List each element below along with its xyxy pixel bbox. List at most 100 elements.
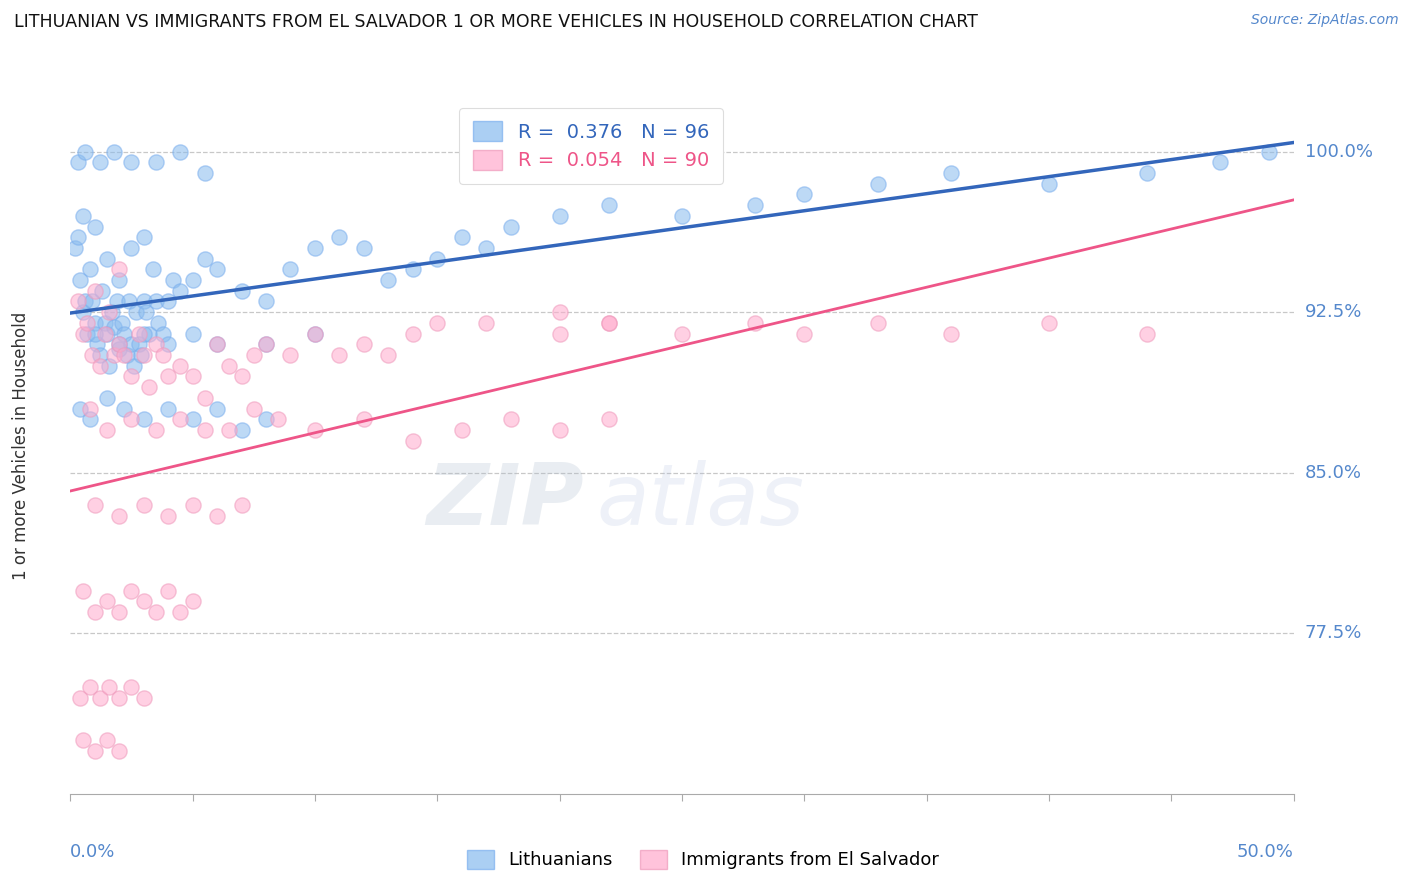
Point: [66, 294, 89, 309]
Point: [121, 583, 143, 598]
Point: [125, 305, 148, 319]
Point: [96, 423, 118, 437]
Point: [82, 348, 104, 362]
Point: [91, 284, 114, 298]
Point: [121, 241, 143, 255]
Point: [254, 294, 277, 309]
Point: [793, 326, 815, 341]
Point: [89, 348, 111, 362]
Point: [205, 401, 228, 416]
Point: [112, 401, 135, 416]
Point: [83, 498, 105, 512]
Point: [169, 359, 191, 373]
Point: [304, 423, 326, 437]
Point: [181, 594, 204, 608]
Point: [96, 391, 118, 405]
Point: [132, 326, 155, 341]
Point: [280, 348, 302, 362]
Point: [1209, 155, 1232, 169]
Point: [866, 316, 889, 330]
Point: [108, 337, 131, 351]
Point: [280, 262, 302, 277]
Point: [169, 145, 191, 159]
Text: 0.0%: 0.0%: [70, 843, 115, 861]
Point: [128, 326, 150, 341]
Point: [152, 326, 174, 341]
Point: [108, 262, 131, 277]
Point: [377, 348, 399, 362]
Point: [72, 305, 94, 319]
Point: [132, 412, 155, 426]
Point: [138, 380, 160, 394]
Point: [243, 348, 266, 362]
Text: 85.0%: 85.0%: [1305, 464, 1361, 482]
Point: [79, 262, 101, 277]
Point: [671, 326, 693, 341]
Legend: Lithuanians, Immigrants from El Salvador: Lithuanians, Immigrants from El Salvador: [458, 841, 948, 879]
Point: [83, 744, 105, 758]
Point: [426, 252, 449, 266]
Point: [231, 423, 253, 437]
Point: [103, 320, 125, 334]
Point: [72, 583, 94, 598]
Point: [89, 359, 111, 373]
Point: [194, 166, 217, 180]
Point: [82, 294, 104, 309]
Point: [72, 209, 94, 223]
Point: [138, 326, 160, 341]
Legend: R =  0.376   N = 96, R =  0.054   N = 90: R = 0.376 N = 96, R = 0.054 N = 90: [460, 108, 723, 184]
Point: [128, 337, 150, 351]
Point: [157, 401, 180, 416]
Point: [122, 359, 145, 373]
Point: [744, 316, 766, 330]
Point: [103, 145, 125, 159]
Point: [72, 326, 94, 341]
Point: [548, 423, 571, 437]
Point: [231, 369, 253, 384]
Text: 100.0%: 100.0%: [1305, 143, 1372, 161]
Point: [108, 605, 131, 619]
Point: [83, 219, 105, 234]
Point: [89, 155, 111, 169]
Point: [69, 401, 91, 416]
Point: [83, 284, 105, 298]
Point: [939, 326, 962, 341]
Point: [118, 294, 141, 309]
Point: [86, 337, 108, 351]
Point: [1136, 326, 1159, 341]
Point: [152, 348, 174, 362]
Point: [98, 680, 121, 694]
Point: [145, 294, 167, 309]
Point: [1136, 166, 1159, 180]
Point: [205, 508, 228, 523]
Point: [162, 273, 184, 287]
Point: [145, 155, 167, 169]
Point: [76, 326, 98, 341]
Point: [103, 348, 125, 362]
Point: [98, 305, 121, 319]
Point: [218, 359, 240, 373]
Point: [548, 209, 571, 223]
Point: [353, 241, 375, 255]
Point: [744, 198, 766, 212]
Text: 92.5%: 92.5%: [1305, 303, 1362, 321]
Point: [499, 219, 522, 234]
Point: [96, 252, 118, 266]
Point: [96, 326, 118, 341]
Point: [83, 316, 105, 330]
Point: [132, 690, 155, 705]
Point: [115, 348, 138, 362]
Point: [598, 316, 620, 330]
Point: [254, 337, 277, 351]
Point: [66, 230, 89, 244]
Point: [328, 348, 350, 362]
Text: 50.0%: 50.0%: [1237, 843, 1294, 861]
Point: [112, 348, 135, 362]
Point: [402, 326, 425, 341]
Text: Source: ZipAtlas.com: Source: ZipAtlas.com: [1251, 13, 1399, 28]
Point: [304, 326, 326, 341]
Point: [145, 605, 167, 619]
Point: [353, 337, 375, 351]
Point: [129, 348, 152, 362]
Point: [181, 273, 204, 287]
